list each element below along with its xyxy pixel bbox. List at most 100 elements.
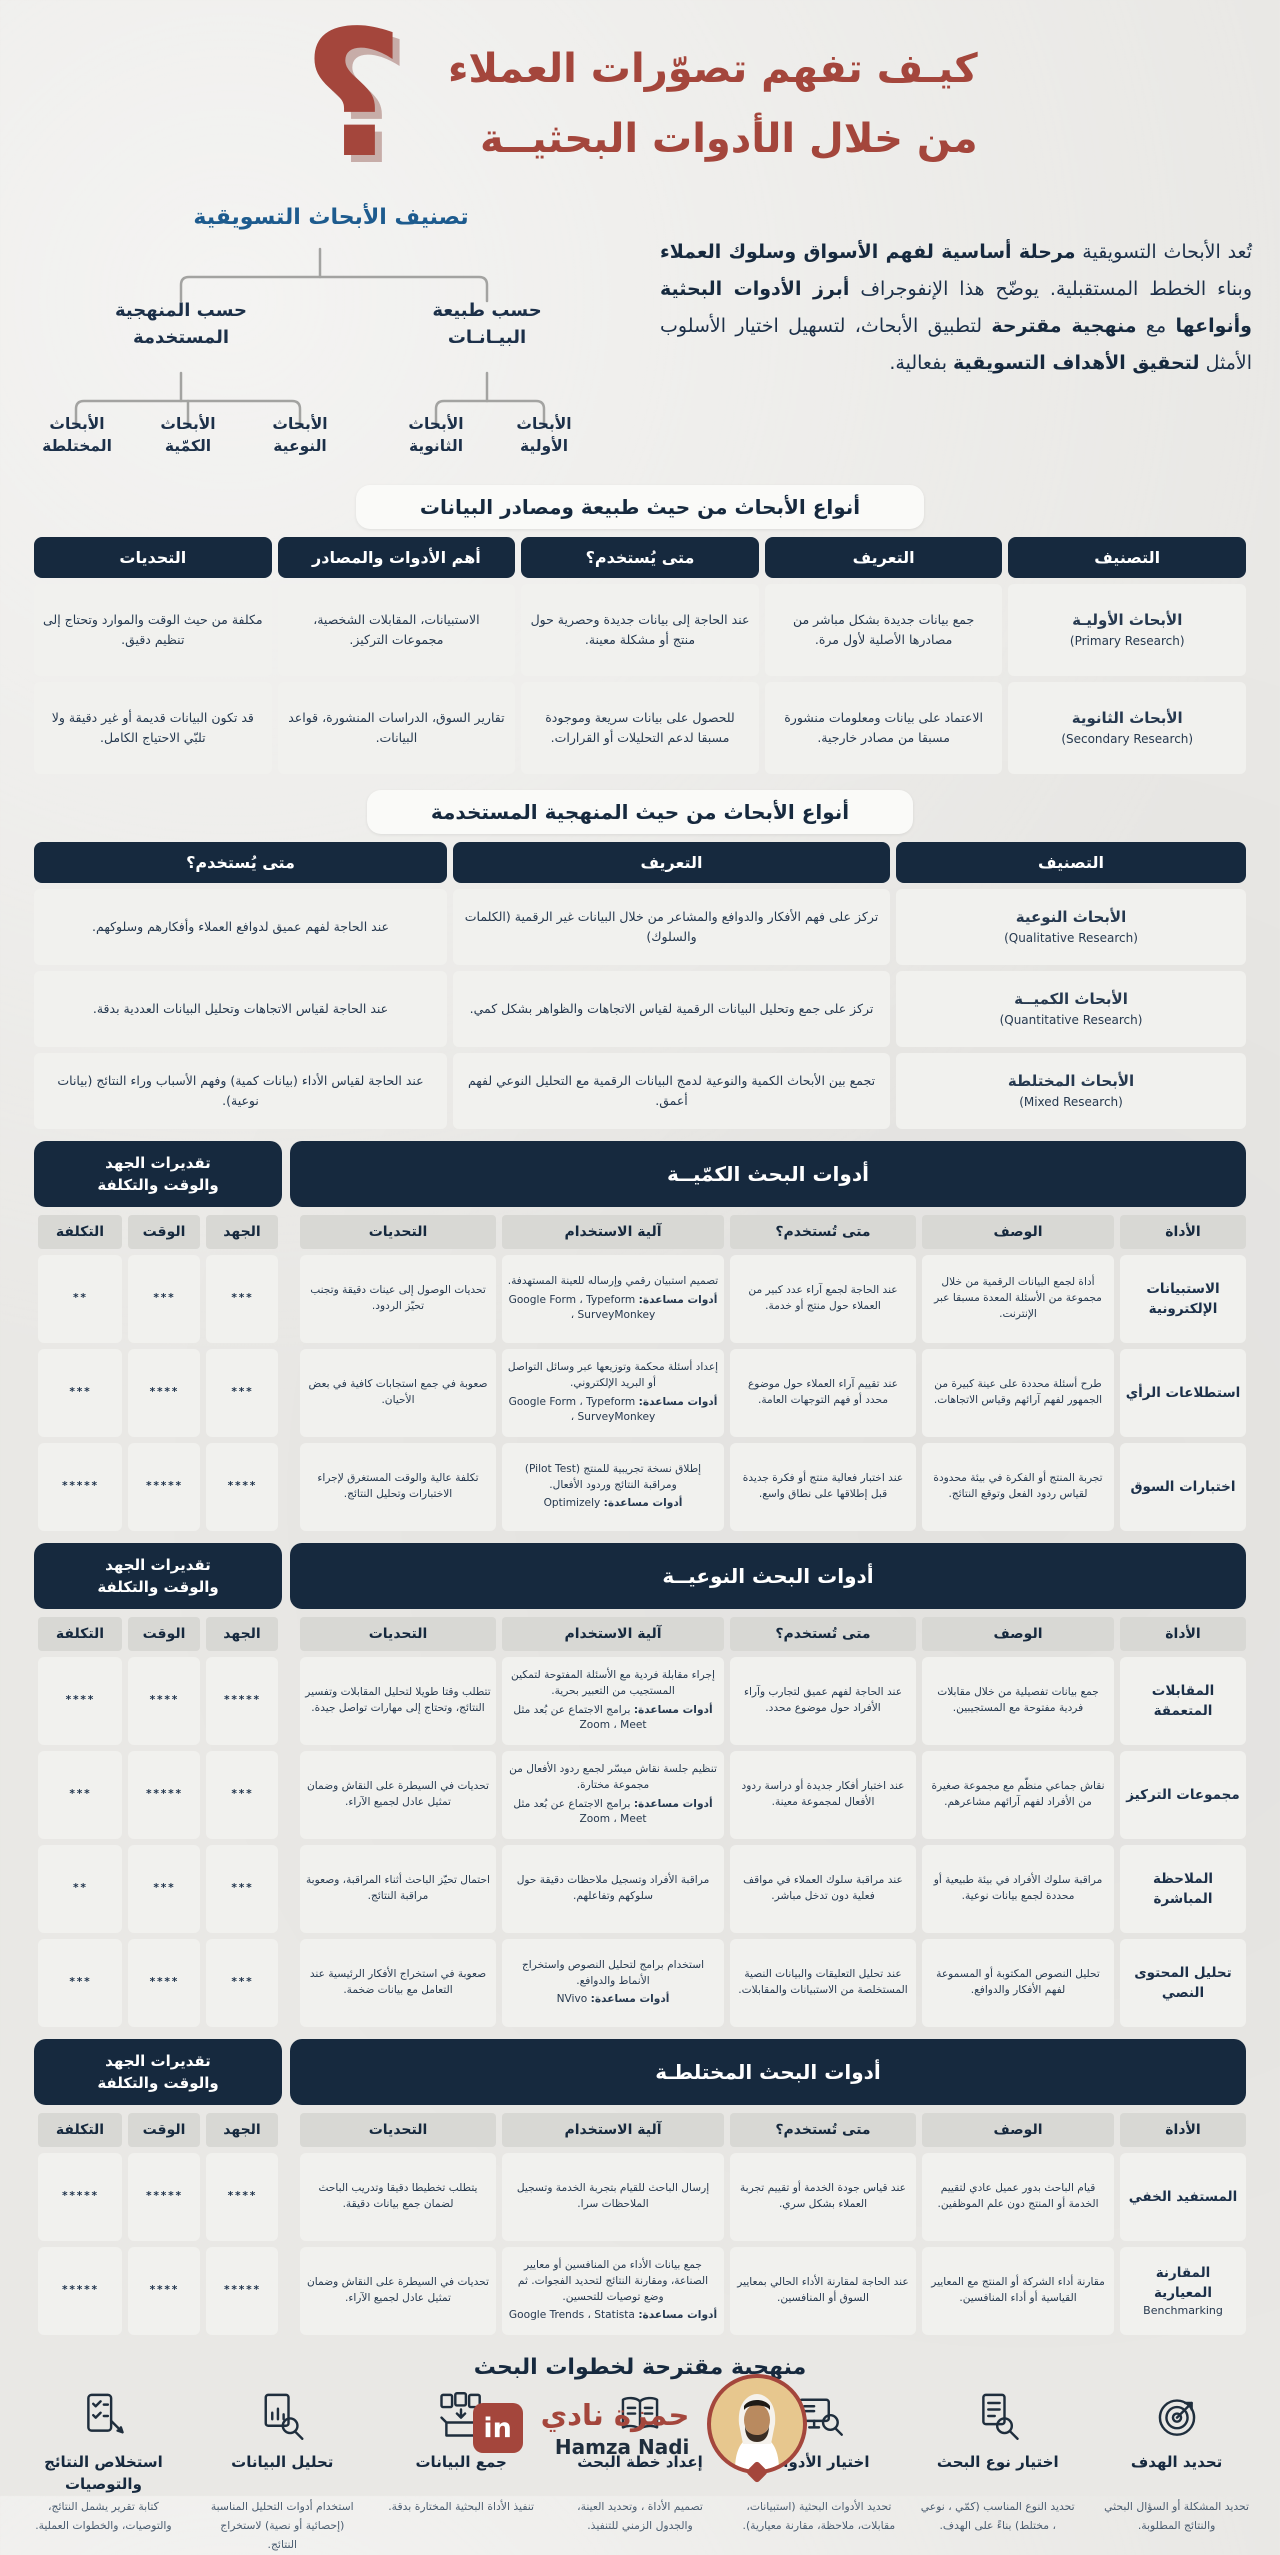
cell-when: للحصول على بيانات سريعة وموجودة مسبقا لد… [521,682,759,774]
cell-desc: قيام الباحث بدور عميل عادي لتقييم الخدمة… [922,2153,1114,2241]
cell-challenges: تكلفة عالية والوقت المستغرق لإجراء الاخت… [300,1443,496,1531]
helper-tools-names: NVivo [556,1993,588,2006]
cell-tools: تقارير السوق، الدراسات المنشورة، قواعد ا… [277,682,516,774]
row-spacer [284,1939,294,2027]
cell-effort: *** [206,1255,278,1343]
cell-effort: ***** [206,2247,278,2335]
row-spacer [284,2247,294,2335]
row-spacer [284,1845,294,1933]
column-header: آلية الاستخدام [502,1215,724,1249]
cell-how: تنظيم جلسة نقاش ميسّر لجمع ردود الأفعال … [502,1751,724,1839]
cell-how: استخدام برامج لتحليل النصوص واستخراج الأ… [502,1939,724,2027]
author-names: حمزة نادي Hamza Nadi [541,2397,690,2459]
tree-leaf-primary: الأبحاث الأولية [516,415,572,456]
column-spacer [284,1215,294,1249]
tree-branch-data-nature: حسب طبيعة البيـانـات [432,300,542,348]
tree-leaf-quantitative: الأبحاث الكمّية [160,415,216,456]
document-search-icon [981,2393,1019,2440]
usage-text: جمع بيانات الأداء من المنافسين أو معايير… [517,2258,709,2303]
tool-name-english: Benchmarking [1143,2304,1223,2317]
intro-section: تُعد الأبحاث التسويقية مرحلة أساسية لفهم… [0,191,1280,469]
helper-tools: أدوات مساعدة: Google Form ، Typeform ، S… [507,1395,719,1427]
column-header: الوصف [922,1215,1114,1249]
cell-cost: ***** [38,1443,122,1531]
cell-when: عند تحليل التعليقات والبيانات النصية الم… [730,1939,916,2027]
step-label: اختيار نوع البحث [936,2453,1059,2471]
page-title: كيـف تفهم تصوّرات العملاء من خلال الأدوا… [448,34,978,174]
helper-tools-label: أدوات مساعدة: [633,1703,713,1716]
linkedin-icon[interactable]: in [472,2403,523,2453]
cell-when: عند الحاجة إلى بيانات جديدة وحصرية حول م… [521,584,759,676]
column-header: التعريف [764,537,1003,578]
cell-when: عند الحاجة لفهم عميق لتجارب وآراء الأفرا… [730,1657,916,1745]
category-name: الأبحاث المختلطة [1007,1072,1135,1091]
intro-segment: وبناء الخطط المستقبلية. يوضّح هذا الإنفو… [849,278,1253,301]
usage-text: إجراء مقابلة فردية مع الأسئلة المفتوحة ل… [511,1668,715,1697]
column-header: أهم الأدوات والمصادر [277,537,516,578]
page-title-line2: من خلال الأدوات البحثيــة [479,115,978,162]
usage-text: إرسال الباحث للقيام بتجربة الخدمة وتسجيل… [516,2182,710,2210]
cell-challenges: تحديات في السيطرة على النقاش وضمان تمثيل… [300,2247,496,2335]
column-header: الأداة [1120,1215,1246,1249]
cell-challenges: تتطلب وقتا طويلا لتحليل المقابلات وتفسير… [300,1657,496,1745]
mixed-tools-table: الأداة الوصف متى تُستخدم؟ آلية الاستخدام الت… [34,2113,1246,2335]
author-avatar [707,2374,808,2484]
tree-leaf-qualitative: الأبحاث النوعية [272,415,328,456]
classification-tree: تصنيف الأبحاث التسويقية حسب طبيعة البيـا… [28,201,634,469]
cell-effort: ***** [206,1657,278,1745]
helper-tools-names: Optimizely [543,1497,601,1510]
column-header: التصنيف [896,842,1246,883]
column-header: متى تُستخدم؟ [730,1617,916,1651]
helper-tools-label: أدوات مساعدة: [590,1993,670,2006]
cell-how: إرسال الباحث للقيام بتجربة الخدمة وتسجيل… [502,2153,724,2241]
tool-name: الملاحظة المباشرة [1152,1870,1214,1907]
cell-tools: الاستبيانات، المقابلات الشخصية، مجموعات … [277,584,516,676]
page-title-line1: كيـف تفهم تصوّرات العملاء [447,45,978,92]
column-header: التعريف [453,842,890,883]
helper-tools: أدوات مساعدة: Optimizely [507,1496,719,1512]
tree-root-title: تصنيف الأبحاث التسويقية [193,205,469,230]
usage-text: إعداد أسئلة محكمة وتوزيعها عبر وسائل الت… [507,1360,719,1389]
tool-name: مجموعات التركيز [1126,1786,1240,1803]
cell-name: الأبحاث الأوليـة (Primary Research) [1008,584,1246,676]
step-desc: تصميم الأداة ، وتحديد العينة، والجدول ال… [577,2500,703,2532]
category-name: الأبحاث الأوليـة [1072,611,1183,630]
column-header: متى تُستخدم؟ [730,1215,916,1249]
column-header: الوقت [128,2113,200,2147]
cell-tool: اختبارات السوق [1120,1443,1246,1531]
step-label: تحديد الهدف [1130,2453,1223,2471]
helper-tools-label: أدوات مساعدة: [638,2309,718,2322]
cell-how: جمع بيانات الأداء من المنافسين أو معايير… [502,2247,724,2335]
data-sources-table: التصنيف التعريف متى يُستخدم؟ أهم الأدوات وا… [34,537,1246,774]
cell-name: الأبحاث المختلطة (Mixed Research) [896,1053,1246,1129]
intro-segment: بفعالية. [889,352,954,375]
author-name-arabic: حمزة نادي [540,2398,690,2433]
cell-when: عند اختبار فعالية منتج أو فكرة جديدة قبل… [730,1443,916,1531]
qual-table-title: أدوات البحث النوعيــة [290,1543,1246,1609]
row-spacer [284,2153,294,2241]
author-photo [707,2374,808,2474]
cell-effort: *** [206,1845,278,1933]
mixed-table-title: أدوات البحث المختلطـة [290,2039,1246,2105]
column-header: الأداة [1120,1617,1246,1651]
cell-desc: جمع بيانات تفصيلية من خلال مقابلات فردية… [922,1657,1114,1745]
tool-name: الاستبيانات الإلكترونية [1146,1280,1220,1317]
cell-time: ***** [128,2153,200,2241]
row-spacer [284,1349,294,1437]
column-header: متى يُستخدم؟ [34,842,447,883]
qual-tools-table: الأداة الوصف متى تُستخدم؟ آلية الاستخدام الت… [34,1617,1246,2027]
cell-how: مراقبة الأفراد وتسجيل ملاحظات دقيقة حول … [502,1845,724,1933]
cell-tool: الاستبيانات الإلكترونية [1120,1255,1246,1343]
cell-effort: *** [206,1349,278,1437]
intro-segment: تُعد الأبحاث التسويقية [1075,241,1252,263]
cell-definition: تركز على جمع وتحليل البيانات الرقمية لقي… [453,971,890,1047]
step-desc: كتابة تقرير يشمل النتائج، والتوصيات، وال… [35,2500,172,2532]
tree-leaf-secondary: الأبحاث الثانوية [408,415,464,456]
row-spacer [284,1657,294,1745]
usage-text: إطلاق نسخة تجريبية للمنتج (Pilot Test) و… [524,1462,702,1491]
helper-tools-label: أدوات مساعدة: [633,1797,713,1810]
intro-segment: مع [1136,315,1176,338]
column-header: التكلفة [38,2113,122,2147]
mixed-tools-section: أدوات البحث المختلطـة تقديرات الجهد والو… [0,2039,1280,2335]
